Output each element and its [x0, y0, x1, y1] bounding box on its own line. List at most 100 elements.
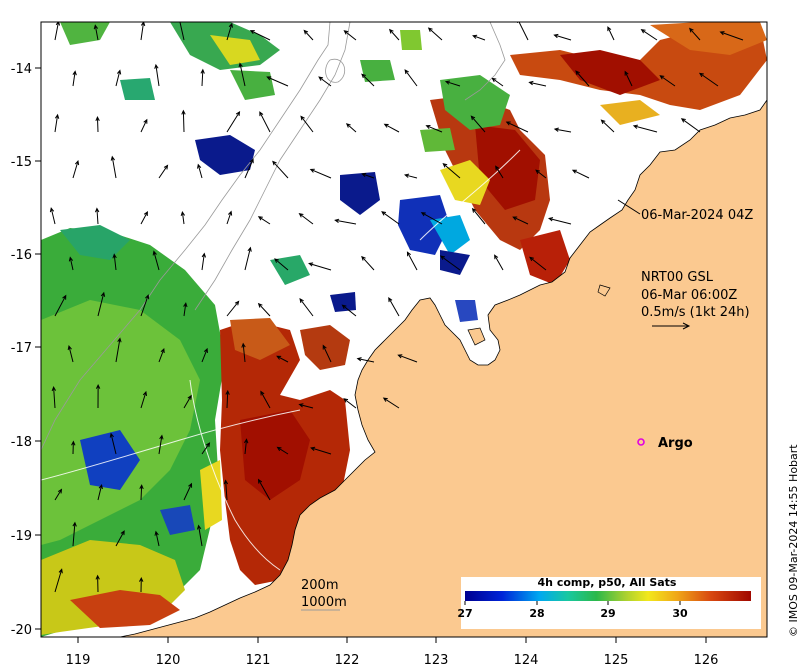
- current-vector: [345, 123, 357, 133]
- y-tick-20: -20: [11, 623, 32, 638]
- current-vector: [575, 70, 590, 87]
- current-vector: [607, 26, 615, 41]
- current-vectors: [49, 22, 744, 593]
- current-vector: [72, 159, 80, 179]
- current-vector: [200, 68, 205, 87]
- current-vector: [95, 116, 100, 133]
- current-vector: [471, 207, 486, 225]
- current-vector: [225, 389, 230, 409]
- current-vector: [322, 344, 332, 363]
- land-mass: [119, 99, 767, 637]
- current-vector: [553, 127, 572, 133]
- current-vector: [472, 34, 486, 41]
- colorbar-background: [461, 577, 761, 629]
- plot-frame: [40, 21, 768, 638]
- current-vector: [272, 160, 289, 179]
- argo-float-icon: [637, 438, 645, 446]
- current-vector: [140, 118, 148, 133]
- x-tick-124: 124: [514, 653, 539, 668]
- current-vector: [97, 291, 106, 317]
- y-tick-16: -16: [11, 248, 32, 263]
- current-vector: [659, 75, 676, 87]
- current-vector: [318, 76, 332, 87]
- current-vector: [115, 530, 125, 547]
- current-vector: [361, 255, 375, 271]
- y-tick-18: -18: [11, 435, 32, 450]
- current-vector: [361, 172, 375, 179]
- current-vector: [494, 254, 504, 271]
- current-vector: [152, 250, 160, 271]
- current-vector: [257, 216, 271, 225]
- current-vector: [632, 124, 658, 133]
- satellite-time-label: 06-Mar-2024 04Z: [641, 208, 753, 223]
- current-vector: [154, 530, 160, 547]
- current-vector: [154, 63, 160, 87]
- current-vector: [266, 76, 289, 87]
- current-vector: [680, 118, 701, 133]
- current-vector: [201, 442, 211, 455]
- current-vector: [442, 162, 461, 179]
- credit-label: © IMOS 09-Mar-2024 14:55 Hobart: [787, 444, 800, 637]
- current-vector: [197, 163, 203, 179]
- current-vector: [495, 165, 504, 179]
- colorbar-label-27: 27: [457, 607, 472, 620]
- current-vector: [226, 210, 233, 225]
- current-vector: [334, 218, 357, 225]
- current-vector: [553, 33, 572, 41]
- current-vector: [140, 390, 148, 409]
- current-vector: [158, 434, 164, 455]
- current-vector: [226, 300, 240, 317]
- current-vector: [112, 253, 117, 271]
- current-vector: [244, 158, 254, 179]
- current-vector: [689, 27, 701, 41]
- current-vector: [158, 164, 169, 179]
- current-vector: [244, 438, 249, 455]
- current-vector: [425, 124, 443, 133]
- scale-arrow-icon: [652, 322, 691, 330]
- current-time-label: 06-Mar 06:00Z: [641, 288, 737, 303]
- current-vector: [404, 69, 418, 87]
- current-scale-label: 0.5m/s (1kt 24h): [641, 305, 750, 320]
- current-vector: [68, 256, 74, 271]
- current-vector: [257, 302, 271, 317]
- current-vector: [201, 347, 208, 363]
- current-vector: [178, 22, 185, 41]
- colorbar-label-30: 30: [672, 607, 688, 620]
- current-vector: [226, 22, 233, 41]
- y-tick-17: -17: [11, 341, 32, 356]
- x-tick-121: 121: [246, 653, 271, 668]
- current-vector: [308, 262, 332, 271]
- x-tick-119: 119: [66, 653, 91, 668]
- current-vector: [276, 355, 289, 363]
- current-vector: [624, 70, 633, 87]
- current-vector: [94, 207, 100, 225]
- current-vector: [72, 521, 77, 547]
- current-vector: [93, 24, 99, 41]
- x-tick-123: 123: [424, 653, 449, 668]
- current-vector: [115, 337, 122, 363]
- current-vector: [95, 574, 100, 593]
- current-vector: [260, 390, 271, 409]
- current-vector: [397, 354, 418, 363]
- colorbar-label-29: 29: [600, 607, 615, 620]
- current-vector: [698, 72, 719, 87]
- current-vector: [383, 123, 400, 133]
- x-tick-120: 120: [156, 653, 181, 668]
- current-vector: [276, 446, 289, 455]
- colorbar-title: 4h comp, p50, All Sats: [538, 576, 677, 589]
- current-vector: [388, 28, 400, 41]
- current-vector: [238, 62, 246, 87]
- x-tick-125: 125: [604, 653, 629, 668]
- current-vector: [571, 169, 590, 179]
- current-vector: [183, 302, 188, 317]
- y-tick-15: -15: [11, 155, 32, 170]
- contour-1000m-label: 1000m: [301, 595, 347, 610]
- current-vector: [491, 77, 504, 87]
- current-vector: [54, 488, 63, 501]
- current-vector: [140, 294, 150, 317]
- current-vector: [72, 70, 77, 87]
- current-vector: [97, 483, 103, 501]
- current-vector: [158, 347, 165, 363]
- current-vector: [444, 80, 461, 87]
